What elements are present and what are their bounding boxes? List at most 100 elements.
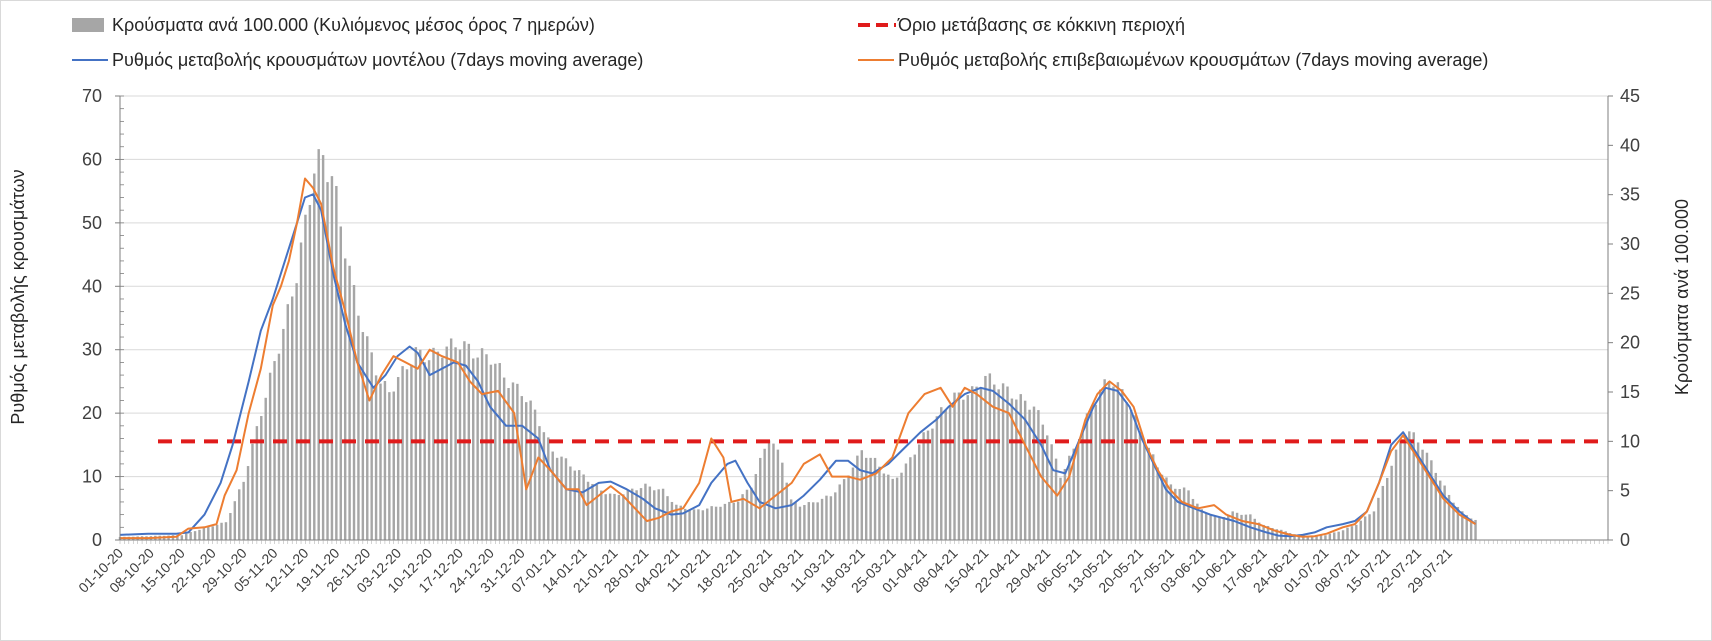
bar: [816, 502, 819, 540]
bar: [498, 363, 501, 540]
bar: [653, 490, 656, 540]
bar: [600, 490, 603, 540]
bar: [1430, 460, 1433, 540]
bar: [277, 353, 281, 540]
legend-model: Ρυθμός μεταβολής κρουσμάτων μοντέλου (7d…: [72, 50, 643, 70]
bar: [388, 392, 391, 540]
bar: [692, 509, 696, 540]
bar: [1372, 511, 1376, 540]
bar: [820, 498, 824, 540]
y-left-tick-label: 10: [82, 467, 102, 487]
legend-swatch: [72, 18, 104, 32]
bar: [577, 470, 581, 540]
bar: [185, 533, 188, 540]
bar: [1240, 514, 1243, 540]
bar: [569, 466, 572, 540]
bar: [613, 493, 616, 540]
bar: [719, 506, 722, 540]
bar: [895, 477, 899, 540]
bar: [789, 499, 793, 540]
bar: [1394, 449, 1398, 540]
bar: [900, 472, 903, 540]
bar: [794, 502, 797, 540]
bar: [604, 494, 607, 540]
bar: [940, 407, 943, 540]
bar: [798, 506, 802, 540]
bar: [741, 494, 744, 540]
bar: [454, 347, 457, 540]
bar: [1112, 386, 1115, 540]
bar: [427, 360, 431, 540]
bar: [1094, 404, 1098, 540]
bar: [847, 475, 850, 540]
y-left-tick-label: 30: [82, 340, 102, 360]
y-right-axis-title: Κρούσματα ανά 100.000: [1672, 199, 1692, 395]
line-series: [119, 177, 1477, 540]
legend-label: Ρυθμός μεταβολής επιβεβαιωμένων κρουσμάτ…: [898, 50, 1488, 70]
bar: [1178, 489, 1181, 540]
bar: [533, 409, 537, 540]
bar: [586, 481, 590, 540]
y-right-tick-label: 45: [1620, 86, 1640, 106]
bar: [944, 409, 947, 540]
bar: [1001, 383, 1005, 540]
bar: [1076, 445, 1080, 540]
bar: [1461, 511, 1464, 540]
bar: [401, 366, 404, 540]
bar: [1063, 468, 1067, 540]
bar: [198, 529, 201, 540]
bar: [891, 478, 894, 540]
bar: [1129, 409, 1133, 540]
bar: [489, 364, 493, 540]
bar: [1174, 488, 1177, 540]
bar: [1006, 386, 1009, 540]
bar: [1337, 531, 1340, 540]
bar: [812, 502, 815, 540]
bar: [1015, 399, 1018, 540]
bar: [807, 502, 811, 540]
bar: [1134, 415, 1137, 540]
bar: [1072, 448, 1075, 540]
bar: [1469, 518, 1473, 540]
bar: [873, 457, 877, 540]
confirmed-line: [120, 177, 1477, 540]
bar: [591, 483, 594, 540]
bar: [856, 455, 859, 540]
bar: [502, 377, 506, 540]
bar: [679, 505, 682, 540]
bar: [326, 182, 329, 540]
bar: [180, 535, 184, 540]
bar: [648, 486, 652, 540]
bar: [529, 400, 532, 540]
bar: [1306, 535, 1309, 540]
bar: [736, 501, 740, 540]
bar: [370, 352, 373, 540]
bar: [1390, 465, 1393, 540]
bar: [975, 386, 978, 540]
bar: [785, 482, 788, 540]
y-right-tick-label: 5: [1620, 481, 1630, 501]
bar: [887, 474, 890, 540]
bar: [882, 473, 886, 540]
bar: [1346, 527, 1349, 540]
bar: [1333, 532, 1336, 540]
bar: [1425, 452, 1429, 540]
bar: [1227, 514, 1230, 540]
bar: [1293, 534, 1296, 540]
bar: [710, 506, 713, 540]
bar: [1456, 506, 1460, 540]
bar: [869, 457, 872, 540]
bar: [396, 377, 400, 540]
bar: [595, 484, 599, 540]
bar: [1368, 514, 1371, 540]
bar: [215, 524, 219, 540]
bar: [909, 457, 912, 540]
bar: [423, 362, 426, 540]
bar: [1319, 535, 1323, 540]
bar: [1116, 382, 1120, 540]
bar: [286, 304, 290, 540]
bar: [538, 426, 541, 540]
bar: [825, 495, 828, 540]
bar: [1028, 409, 1031, 540]
bar: [273, 361, 276, 540]
